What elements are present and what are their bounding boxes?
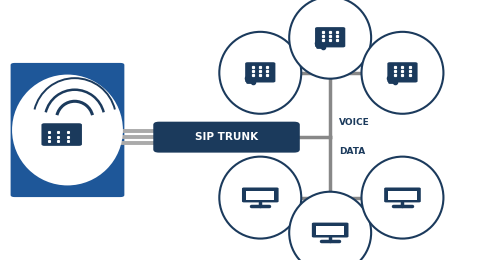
- Text: DATA: DATA: [339, 147, 365, 156]
- Ellipse shape: [219, 157, 301, 239]
- Text: VOICE: VOICE: [339, 118, 370, 127]
- FancyBboxPatch shape: [242, 187, 279, 202]
- FancyBboxPatch shape: [384, 187, 421, 202]
- Ellipse shape: [289, 0, 371, 79]
- FancyBboxPatch shape: [153, 122, 300, 153]
- Text: SIP TRUNK: SIP TRUNK: [195, 132, 258, 142]
- Ellipse shape: [362, 32, 443, 114]
- Ellipse shape: [12, 75, 123, 185]
- FancyBboxPatch shape: [11, 63, 124, 197]
- FancyBboxPatch shape: [245, 62, 275, 82]
- FancyBboxPatch shape: [388, 62, 417, 82]
- FancyBboxPatch shape: [312, 223, 348, 237]
- Ellipse shape: [362, 157, 443, 239]
- FancyBboxPatch shape: [315, 27, 345, 47]
- FancyBboxPatch shape: [41, 123, 82, 146]
- FancyBboxPatch shape: [316, 226, 344, 235]
- FancyBboxPatch shape: [246, 191, 274, 200]
- Ellipse shape: [289, 192, 371, 260]
- FancyBboxPatch shape: [388, 191, 416, 200]
- Ellipse shape: [219, 32, 301, 114]
